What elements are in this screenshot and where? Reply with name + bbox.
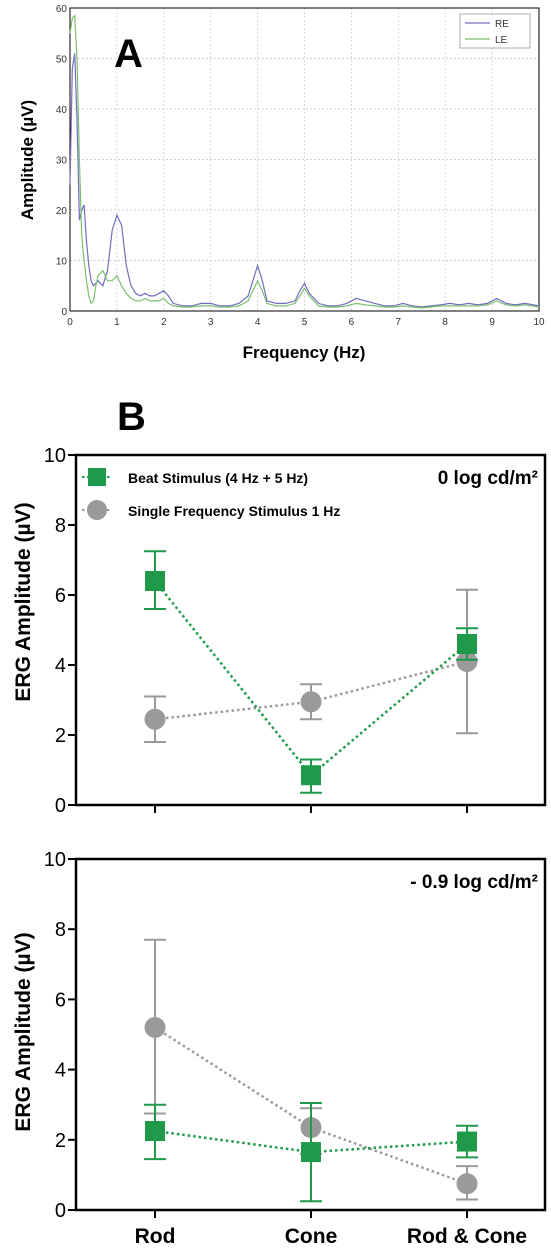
panel-a-y-tick-label: 40 [56, 105, 68, 116]
panel-a-x-tick-label: 7 [396, 317, 402, 328]
panel-a-y-tick-label: 60 [56, 4, 68, 15]
y-tick-label: 10 [44, 849, 66, 871]
panel-a-series-line-le [69, 14, 540, 309]
panel-a-letter: A [114, 32, 143, 76]
panel-a-lines [69, 14, 540, 309]
panel-a-x-tick-label: 1 [114, 317, 120, 328]
beat-point [457, 1131, 477, 1152]
single-connector-line [154, 1026, 468, 1185]
single-connector-line [154, 660, 468, 721]
panel-a-ticks: 0 1 2 3 4 5 6 7 8 9 10 0 10 20 30 40 50 60 [56, 4, 545, 328]
panel-a-legend: RE LE [459, 13, 531, 49]
panel-b-top-ylabel: ERG Amplitude (µV) [12, 502, 35, 701]
panel-b-top-axes: 0 2 4 6 8 10 [44, 445, 547, 817]
panel-a-y-tick-label: 20 [56, 206, 68, 217]
panel-b-bottom-annotation: - 0.9 log cd/m² [410, 872, 538, 893]
beat-point [145, 1121, 165, 1142]
single-point [456, 651, 478, 672]
single-point [144, 708, 166, 730]
panel-a-x-tick-label: 10 [533, 317, 545, 328]
panel-b-top: 0 2 4 6 8 10 ERG Amplitude (µV) 0 log cd/m² B… [12, 445, 547, 817]
legend-single-label: Single Frequency Stimulus 1 Hz [128, 503, 340, 519]
panel-b-bottom-data [144, 938, 478, 1203]
panel-a-y-tick-label: 0 [61, 307, 67, 318]
panel-a-x-tick-label: 4 [255, 317, 261, 328]
legend-beat-label: Beat Stimulus (4 Hz + 5 Hz) [128, 470, 308, 486]
y-tick-label: 4 [55, 1060, 66, 1082]
legend-beat-marker [88, 468, 106, 486]
beat-point [457, 634, 477, 654]
y-tick-label: 0 [55, 1200, 66, 1222]
y-tick-label: 8 [55, 515, 66, 537]
beat-point [145, 571, 165, 591]
y-tick-label: 0 [55, 795, 66, 817]
beat-point [301, 1142, 321, 1163]
x-tick-label: Rod & Cone [407, 1225, 527, 1243]
y-tick-label: 2 [55, 1130, 66, 1152]
panel-b-top-data [144, 550, 478, 794]
beat-connector-line [154, 580, 468, 778]
panel-a-legend-box [459, 13, 531, 49]
panel-a-ylabel: Amplitude (µV) [18, 100, 37, 220]
panel-a-x-tick-label: 9 [489, 317, 495, 328]
panel-b-top-annotation: 0 log cd/m² [438, 468, 538, 489]
legend-le-label: LE [495, 35, 508, 46]
panel-a-x-tick-label: 2 [161, 317, 167, 328]
legend-re-label: RE [495, 19, 509, 30]
x-tick-label: Rod [135, 1225, 176, 1243]
panel-b-bottom-ylabel: ERG Amplitude (µV) [12, 932, 35, 1131]
panel-b-x-tick-labels: Rod Cone Rod & Cone [135, 1225, 527, 1248]
panel-a-x-tick-label: 8 [442, 317, 448, 328]
panel-a-y-tick-label: 30 [56, 156, 68, 167]
y-tick-label: 2 [55, 725, 66, 747]
panel-a-x-tick-label: 0 [67, 317, 73, 328]
panel-a-x-tick-label: 6 [349, 317, 355, 328]
y-tick-label: 8 [55, 919, 66, 941]
panel-a: 0 1 2 3 4 5 6 7 8 9 10 0 10 20 30 40 50 60 RE LE A Freque… [18, 4, 545, 362]
single-point [300, 691, 322, 713]
panel-a-x-tick-label: 3 [208, 317, 214, 328]
panel-a-x-tick-label: 5 [302, 317, 308, 328]
y-tick-label: 4 [55, 655, 66, 677]
beat-point [301, 765, 321, 786]
panel-a-y-tick-label: 10 [56, 257, 68, 268]
panel-a-y-tick-label: 50 [56, 55, 68, 66]
single-point [456, 1173, 478, 1195]
y-tick-label: 10 [44, 445, 66, 467]
panel-b-letter: B [117, 395, 146, 439]
panel-b-bottom-axes: 0 2 4 6 8 10 [44, 849, 547, 1222]
legend-single-marker [87, 500, 107, 520]
panel-a-gridlines [70, 8, 539, 311]
single-point [144, 1016, 166, 1038]
panel-b-legend: Beat Stimulus (4 Hz + 5 Hz) Single Frequ… [82, 468, 340, 520]
y-tick-label: 6 [55, 989, 66, 1011]
x-tick-label: Cone [285, 1225, 338, 1243]
panel-a-xlabel: Frequency (Hz) [243, 343, 366, 362]
y-tick-label: 6 [55, 585, 66, 607]
panel-b-bottom: 0 2 4 6 8 10 ERG Amplitude (µV) - 0.9 log cd/… [12, 849, 547, 1248]
